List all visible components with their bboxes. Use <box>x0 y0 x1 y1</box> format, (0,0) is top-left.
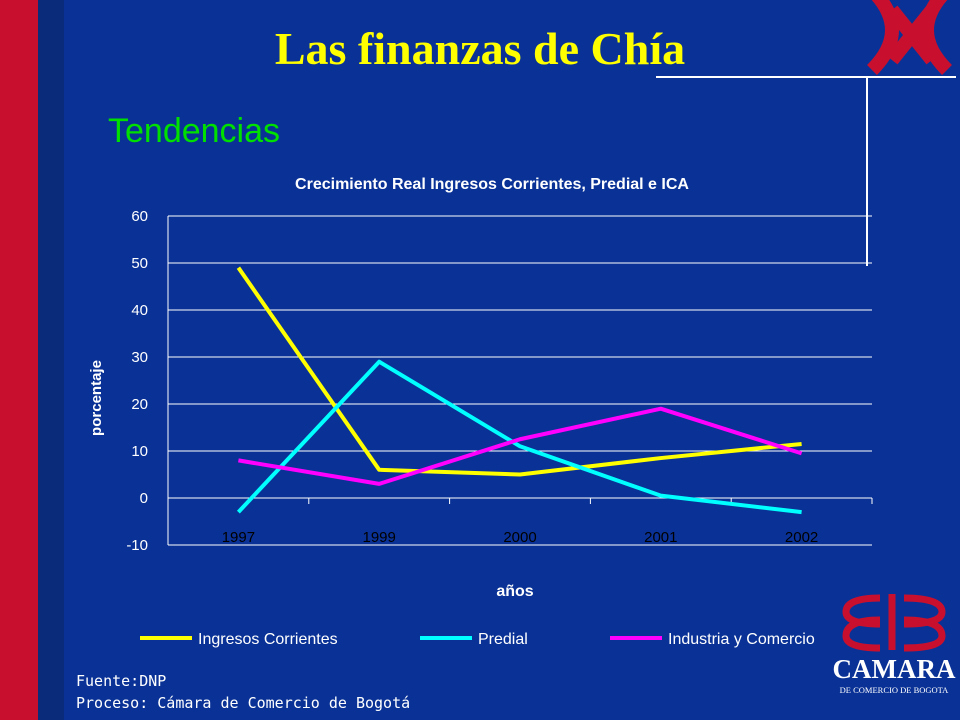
series-line <box>236 359 802 515</box>
y-tick-label: -10 <box>126 537 148 554</box>
logo-tagline: DE COMERCIO DE BOGOTA <box>840 685 949 695</box>
footer-source: Fuente:DNP <box>76 672 167 690</box>
x-tick-label: 2000 <box>503 529 536 546</box>
left-red-band <box>0 0 38 720</box>
series-line <box>238 406 803 486</box>
series-line <box>236 266 802 477</box>
left-blue-band <box>38 0 64 720</box>
y-tick-label: 20 <box>131 396 148 413</box>
legend-label: Predial <box>478 631 528 648</box>
y-tick-label: 10 <box>131 443 148 460</box>
x-tick-label: 2001 <box>644 529 677 546</box>
legend-label: Ingresos Corrientes <box>198 631 338 648</box>
y-tick-label: 40 <box>131 302 148 319</box>
legend-item: Ingresos Corrientes <box>140 631 338 648</box>
decorative-rule-horizontal <box>656 76 956 78</box>
camara-logo: CAMARA DE COMERCIO DE BOGOTA <box>832 590 960 700</box>
chart-title: Crecimiento Real Ingresos Corrientes, Pr… <box>295 176 689 193</box>
logo-mark-top <box>852 0 960 80</box>
legend-item: Predial <box>420 631 528 648</box>
y-axis-label: porcentaje <box>88 360 105 436</box>
x-tick-label: 1999 <box>363 529 396 546</box>
legend-item: Industria y Comercio <box>610 631 815 648</box>
x-axis-label: años <box>496 583 533 600</box>
footer-process: Proceso: Cámara de Comercio de Bogotá <box>76 694 411 712</box>
decorative-rule-vertical <box>866 78 868 266</box>
x-tick-label: 2002 <box>785 529 818 546</box>
y-tick-label: 30 <box>131 349 148 366</box>
y-tick-label: 50 <box>131 255 148 272</box>
logo-name: CAMARA <box>833 654 956 684</box>
y-tick-label: 60 <box>131 208 148 225</box>
x-tick-label: 1997 <box>222 529 255 546</box>
slide-title: Las finanzas de Chía <box>274 23 686 74</box>
y-tick-label: 0 <box>140 490 148 507</box>
slide-subtitle: Tendencias <box>108 112 281 150</box>
legend-label: Industria y Comercio <box>668 631 815 648</box>
